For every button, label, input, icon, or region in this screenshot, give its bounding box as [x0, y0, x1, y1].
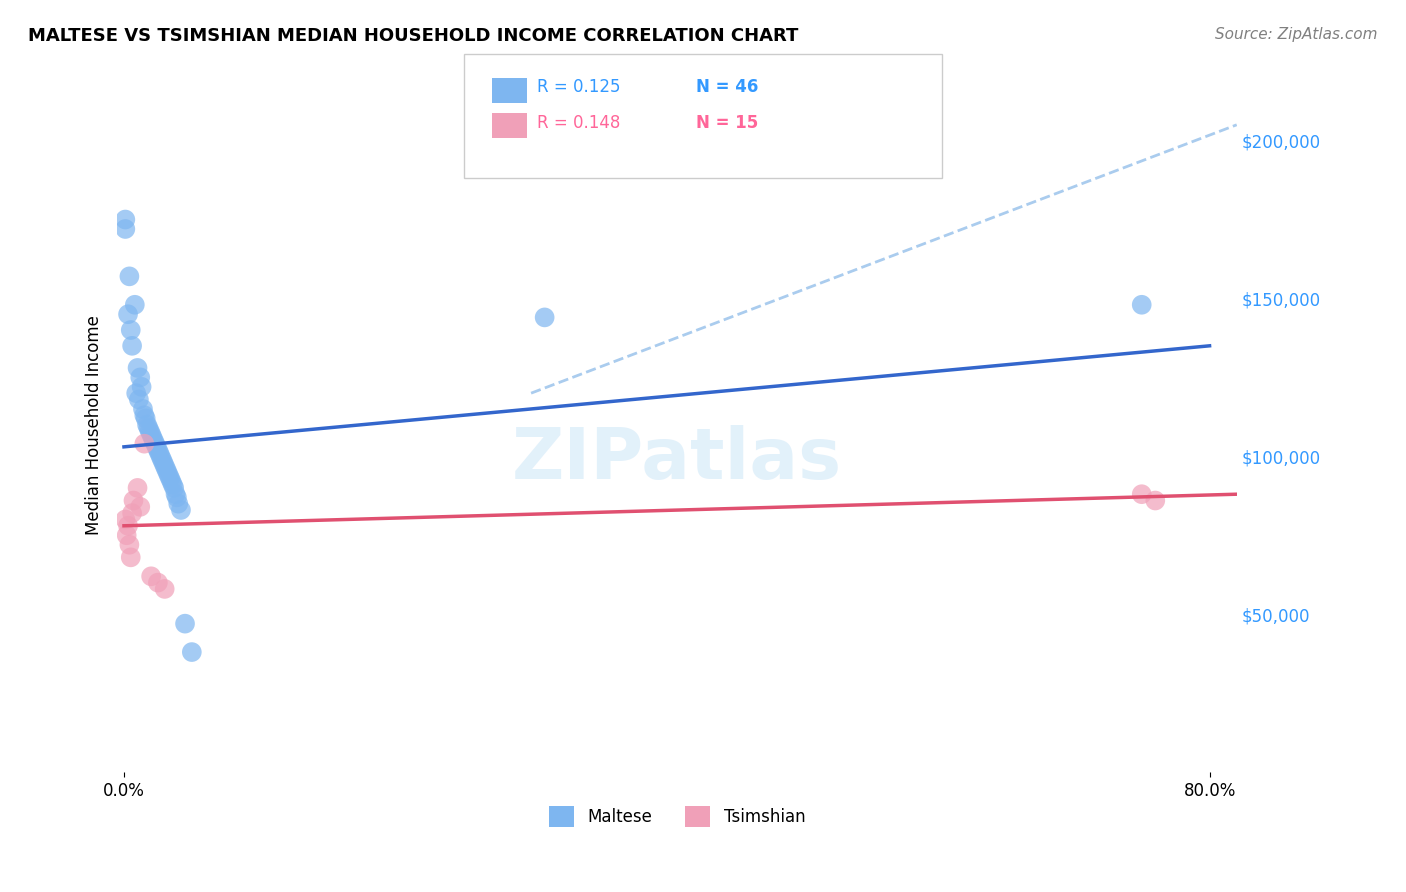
- Tsimshian: [1130, 487, 1153, 501]
- Maltese: [127, 360, 149, 375]
- Maltese: [124, 298, 146, 312]
- Tsimshian: [117, 518, 139, 533]
- Maltese: [114, 222, 136, 236]
- Text: ZIPatlas: ZIPatlas: [512, 425, 842, 494]
- Maltese: [153, 458, 176, 473]
- Text: MALTESE VS TSIMSHIAN MEDIAN HOUSEHOLD INCOME CORRELATION CHART: MALTESE VS TSIMSHIAN MEDIAN HOUSEHOLD IN…: [28, 27, 799, 45]
- Maltese: [134, 409, 156, 423]
- Tsimshian: [139, 569, 162, 583]
- Maltese: [145, 440, 167, 454]
- Maltese: [533, 310, 555, 325]
- Maltese: [132, 401, 155, 416]
- Maltese: [165, 487, 187, 501]
- Maltese: [155, 462, 177, 476]
- Maltese: [149, 450, 172, 464]
- Text: N = 15: N = 15: [696, 114, 758, 132]
- Tsimshian: [1144, 493, 1167, 508]
- Maltese: [141, 430, 163, 444]
- Text: R = 0.148: R = 0.148: [537, 114, 620, 132]
- Maltese: [125, 386, 148, 401]
- Maltese: [118, 269, 141, 284]
- Maltese: [120, 323, 142, 337]
- Maltese: [170, 503, 193, 517]
- Text: N = 46: N = 46: [696, 78, 758, 96]
- Maltese: [160, 475, 183, 489]
- Maltese: [131, 380, 153, 394]
- Tsimshian: [134, 436, 156, 450]
- Maltese: [146, 442, 169, 457]
- Tsimshian: [127, 481, 149, 495]
- Maltese: [136, 417, 159, 432]
- Maltese: [117, 307, 139, 321]
- Text: Source: ZipAtlas.com: Source: ZipAtlas.com: [1215, 27, 1378, 42]
- Maltese: [174, 616, 197, 631]
- Tsimshian: [121, 506, 143, 520]
- Maltese: [167, 497, 190, 511]
- Tsimshian: [122, 493, 145, 508]
- Maltese: [143, 436, 166, 450]
- Maltese: [157, 468, 180, 483]
- Maltese: [128, 392, 150, 407]
- Tsimshian: [153, 582, 176, 596]
- Tsimshian: [118, 538, 141, 552]
- Y-axis label: Median Household Income: Median Household Income: [86, 315, 103, 534]
- Maltese: [142, 434, 165, 448]
- Maltese: [1130, 298, 1153, 312]
- Text: R = 0.125: R = 0.125: [537, 78, 620, 96]
- Maltese: [139, 424, 162, 438]
- Maltese: [121, 339, 143, 353]
- Legend: Maltese, Tsimshian: Maltese, Tsimshian: [543, 799, 811, 833]
- Maltese: [138, 421, 160, 435]
- Maltese: [114, 212, 136, 227]
- Maltese: [148, 446, 170, 460]
- Maltese: [150, 452, 173, 467]
- Maltese: [152, 456, 174, 470]
- Tsimshian: [115, 528, 138, 542]
- Maltese: [162, 477, 184, 491]
- Maltese: [135, 411, 157, 425]
- Maltese: [129, 370, 152, 384]
- Tsimshian: [146, 575, 169, 590]
- Tsimshian: [129, 500, 152, 514]
- Maltese: [180, 645, 202, 659]
- Maltese: [163, 481, 186, 495]
- Tsimshian: [120, 550, 142, 565]
- Tsimshian: [114, 512, 136, 526]
- Maltese: [139, 427, 162, 442]
- Maltese: [166, 491, 188, 505]
- Maltese: [159, 471, 181, 485]
- Maltese: [156, 465, 179, 479]
